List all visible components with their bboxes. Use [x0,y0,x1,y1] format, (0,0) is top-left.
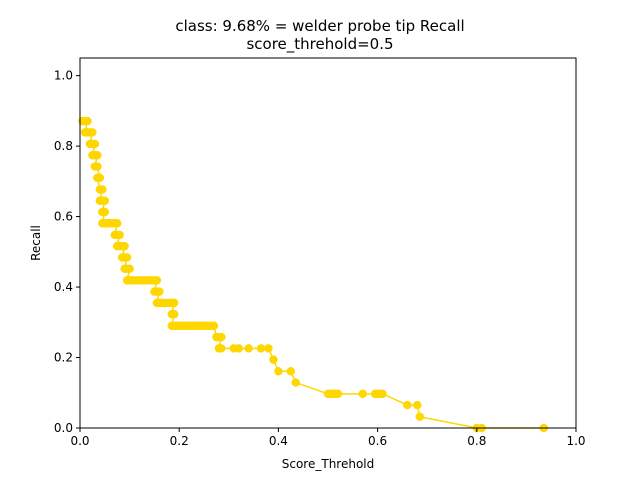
data-point [378,389,387,399]
data-point [256,344,266,353]
data-point [217,344,226,353]
data-point [333,389,343,399]
data-point [93,162,102,171]
data-point [415,412,425,421]
data-point [125,264,134,273]
series-line [82,120,544,429]
data-point [115,230,124,240]
x-tick-label: 1.0 [566,434,585,448]
data-point [264,344,273,353]
data-point [209,321,219,331]
data-point [169,298,179,308]
data-point [358,389,367,399]
x-axis-label: Score_Threhold [282,457,375,471]
x-tick-label: 0.0 [70,434,89,448]
plot-frame [79,57,577,429]
y-tick-label: 0.4 [54,280,73,294]
chart-subtitle: score_threhold=0.5 [246,35,394,53]
data-point [122,253,132,262]
data-point [274,367,283,376]
y-axis-label: Recall [29,225,43,261]
data-point [269,355,278,364]
chart-title: class: 9.68% = welder probe tip Recall [175,17,465,35]
data-point [100,196,110,205]
data-point [90,139,100,149]
data-point [291,378,301,387]
y-tick-label: 0.8 [54,139,73,153]
data-point [88,128,97,137]
data-point [217,332,226,342]
data-point [83,116,92,126]
y-tick-label: 1.0 [54,69,73,83]
x-tick-label: 0.4 [269,434,288,448]
chart-marks [78,116,549,433]
x-tick-label: 0.2 [170,434,189,448]
data-point [93,151,102,160]
y-tick-label: 0.0 [54,421,73,435]
data-point [112,219,122,228]
data-point [93,173,102,183]
data-point [286,367,296,376]
data-point [244,344,253,353]
data-point [234,344,243,353]
x-tick-label: 0.8 [467,434,486,448]
data-point [403,400,412,410]
data-point [155,287,164,296]
data-point [120,241,129,251]
y-tick-label: 0.6 [54,210,73,224]
x-axis-ticks: 0.0 0.2 0.4 0.6 0.8 1.0 [70,428,586,448]
data-point [98,185,107,194]
x-tick-label: 0.6 [368,434,387,448]
y-tick-label: 0.2 [54,351,73,365]
data-point [169,309,179,319]
data-point [413,400,422,410]
data-point [100,207,110,217]
data-point [152,276,162,285]
y-axis-ticks: 0.0 0.2 0.4 0.6 0.8 1.0 [54,69,80,435]
